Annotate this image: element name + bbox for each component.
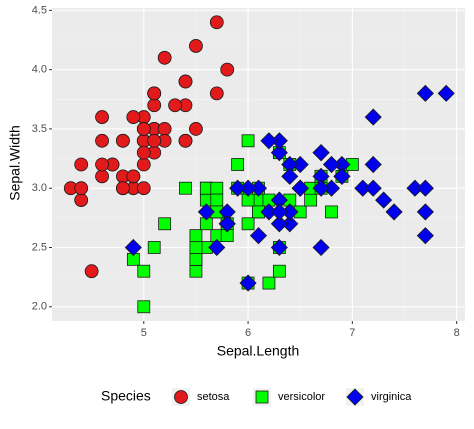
point xyxy=(333,167,351,185)
point xyxy=(95,133,109,148)
point xyxy=(209,15,224,30)
point xyxy=(179,181,192,195)
point xyxy=(136,181,151,196)
point xyxy=(189,39,203,53)
series-2 xyxy=(124,84,455,292)
point xyxy=(241,217,255,231)
point xyxy=(416,227,434,245)
point xyxy=(304,193,318,207)
point xyxy=(364,179,382,197)
point xyxy=(147,86,162,101)
point xyxy=(210,181,224,195)
y-tick-label: 3.0 xyxy=(32,182,47,194)
plot-panel xyxy=(52,8,465,321)
point xyxy=(364,108,382,126)
point xyxy=(95,169,109,184)
point xyxy=(209,86,224,101)
x-axis-title: Sepal.Length xyxy=(217,343,300,359)
point xyxy=(157,50,172,65)
point xyxy=(168,98,182,113)
series-0 xyxy=(63,15,235,279)
point xyxy=(126,169,141,184)
point xyxy=(322,155,341,174)
point xyxy=(291,179,309,197)
point xyxy=(95,110,109,124)
x-tick-label: 7 xyxy=(349,327,355,339)
point xyxy=(136,157,151,172)
point xyxy=(189,252,203,266)
point xyxy=(84,264,99,279)
point xyxy=(270,238,288,257)
y-tick-label: 4.5 xyxy=(32,4,47,16)
point xyxy=(137,300,151,314)
x-tick-label: 6 xyxy=(245,327,251,339)
point xyxy=(312,179,330,197)
point xyxy=(136,145,151,160)
point xyxy=(178,74,193,89)
point xyxy=(241,134,255,148)
y-tick-label: 4.0 xyxy=(32,64,47,76)
point xyxy=(178,133,193,148)
point xyxy=(208,238,226,257)
x-tick-label: 8 xyxy=(454,327,460,339)
point xyxy=(262,276,276,290)
point xyxy=(220,62,235,77)
point xyxy=(239,274,257,292)
point xyxy=(189,229,203,243)
point xyxy=(126,110,141,124)
point xyxy=(229,179,247,197)
point xyxy=(364,155,382,174)
point xyxy=(416,84,434,102)
legend-title: Species xyxy=(101,388,151,404)
point xyxy=(437,84,455,102)
point xyxy=(260,132,278,150)
point xyxy=(95,157,109,172)
point xyxy=(312,144,330,162)
point xyxy=(312,238,330,257)
point xyxy=(74,157,89,172)
point xyxy=(147,133,162,148)
x-tick-label: 5 xyxy=(141,327,147,339)
point xyxy=(124,238,142,257)
point xyxy=(74,193,89,207)
point xyxy=(147,98,162,113)
point xyxy=(416,179,434,197)
point xyxy=(231,158,245,171)
point xyxy=(116,181,130,196)
point xyxy=(189,264,203,278)
point xyxy=(158,217,172,231)
point xyxy=(197,203,215,221)
point xyxy=(189,241,203,254)
point xyxy=(270,215,288,233)
point xyxy=(189,122,203,136)
point xyxy=(157,122,172,136)
point xyxy=(270,144,288,162)
legend-label: versicolor xyxy=(278,391,325,403)
point xyxy=(249,227,268,245)
point xyxy=(210,193,224,207)
point xyxy=(137,264,151,278)
point xyxy=(416,203,434,221)
y-tick-label: 3.5 xyxy=(32,123,47,135)
point xyxy=(385,203,403,221)
legend-key xyxy=(174,390,188,404)
legend-key xyxy=(255,390,269,404)
y-tick-label: 2.0 xyxy=(32,301,47,313)
point xyxy=(218,215,236,233)
point xyxy=(74,181,89,196)
point xyxy=(270,203,288,221)
y-axis-title: Sepal.Width xyxy=(7,125,23,200)
point xyxy=(375,191,393,209)
point xyxy=(136,122,151,136)
y-tick-label: 2.5 xyxy=(32,241,47,253)
point xyxy=(281,167,299,185)
point xyxy=(272,264,286,278)
point xyxy=(116,133,130,148)
point xyxy=(325,205,338,219)
point xyxy=(147,241,161,254)
legend-label: virginica xyxy=(371,391,412,403)
legend-key xyxy=(346,388,364,406)
legend-label: setosa xyxy=(197,391,230,403)
